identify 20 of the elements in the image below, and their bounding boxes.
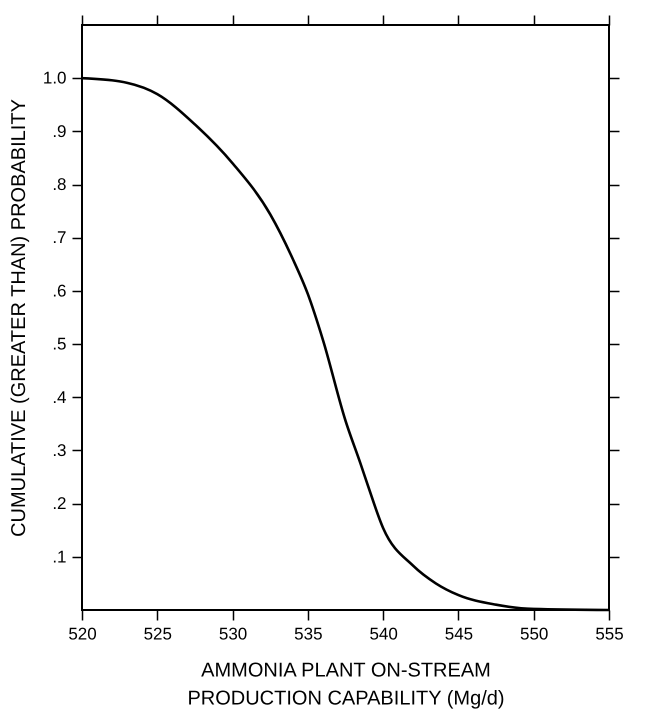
x-axis-title: AMMONIA PLANT ON-STREAM PRODUCTION CAPABILITY (Mg/d) <box>187 660 505 710</box>
x-tick-label: 535 <box>294 624 323 644</box>
y-tick-label: .2 <box>52 494 66 514</box>
y-tick-label: .6 <box>52 281 66 300</box>
y-tick-label: .4 <box>52 388 66 407</box>
y-tick-label: 1.0 <box>42 68 66 88</box>
x-tick-label: 555 <box>595 624 624 644</box>
x-tick-label: 545 <box>444 624 474 644</box>
y-tick-label: .3 <box>52 440 66 460</box>
x-tick-label: 540 <box>369 624 398 644</box>
x-tick-label: 550 <box>520 624 548 644</box>
y-tick-label: .8 <box>52 175 66 194</box>
y-tick-label: .7 <box>52 228 66 248</box>
y-axis-title: CUMULATIVE (GREATER THAN) PROBABILITY <box>8 99 30 537</box>
y-tick-label: .1 <box>52 547 66 566</box>
x-tick-label: 525 <box>144 624 172 644</box>
y-tick-label: .9 <box>52 122 66 141</box>
x-tick-label: 520 <box>68 624 97 644</box>
y-tick-label: .5 <box>52 334 66 354</box>
x-tick-label: 530 <box>218 624 248 644</box>
